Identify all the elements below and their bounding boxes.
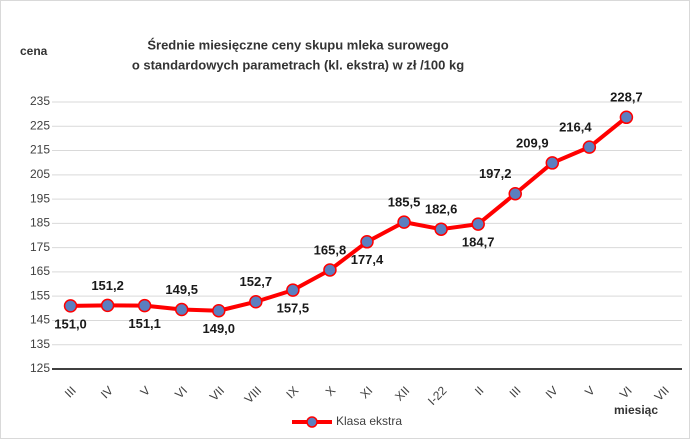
y-tick-label: 155 [30, 288, 50, 302]
y-tick-label: 195 [30, 191, 50, 205]
y-axis-label: cena [20, 44, 48, 58]
y-tick-label: 225 [30, 118, 50, 132]
marker [249, 295, 263, 309]
marker [508, 187, 522, 201]
y-tick-label: 215 [30, 143, 50, 157]
data-label: 185,5 [388, 195, 421, 210]
data-label: 157,5 [277, 301, 310, 316]
data-label: 151,2 [91, 278, 124, 293]
data-label: 165,8 [314, 242, 347, 257]
y-tick-label: 185 [30, 216, 50, 230]
marker [582, 140, 597, 154]
data-label: 184,7 [462, 235, 495, 250]
data-label: 182,6 [425, 202, 458, 217]
y-tick-label: 165 [30, 264, 50, 278]
y-tick-label: 175 [30, 240, 50, 254]
marker [174, 302, 189, 317]
marker [100, 298, 115, 313]
chart-title: Średnie miesięczne ceny skupu mleka suro… [147, 37, 448, 52]
marker [397, 215, 411, 229]
chart-title: o standardowych parametrach (kl. ekstra)… [132, 57, 464, 72]
data-label: 177,4 [351, 252, 384, 267]
marker [545, 156, 560, 170]
y-tick-label: 235 [30, 94, 50, 108]
x-axis-label: miesiąc [614, 403, 658, 417]
y-tick-label: 205 [30, 167, 50, 181]
data-label: 149,0 [202, 321, 235, 336]
data-label: 152,7 [240, 274, 273, 289]
data-label: 216,4 [559, 120, 592, 135]
data-label: 197,2 [479, 166, 512, 181]
marker [286, 283, 300, 297]
marker [619, 110, 634, 125]
data-label: 209,9 [516, 135, 549, 150]
marker [323, 263, 337, 277]
data-label: 149,5 [165, 282, 198, 297]
legend-marker [306, 416, 318, 428]
marker [212, 303, 226, 318]
data-label: 151,1 [128, 316, 161, 331]
y-tick-label: 125 [30, 361, 50, 375]
data-label: 228,7 [610, 90, 643, 105]
marker [471, 217, 485, 231]
marker [63, 299, 78, 313]
series-line [70, 115, 628, 313]
y-tick-label: 135 [30, 337, 50, 351]
legend-label: Klasa ekstra [336, 414, 402, 428]
marker [434, 222, 448, 236]
marker [360, 235, 374, 249]
marker [137, 298, 152, 313]
data-label: 151,0 [54, 316, 87, 331]
y-tick-label: 145 [30, 313, 50, 327]
